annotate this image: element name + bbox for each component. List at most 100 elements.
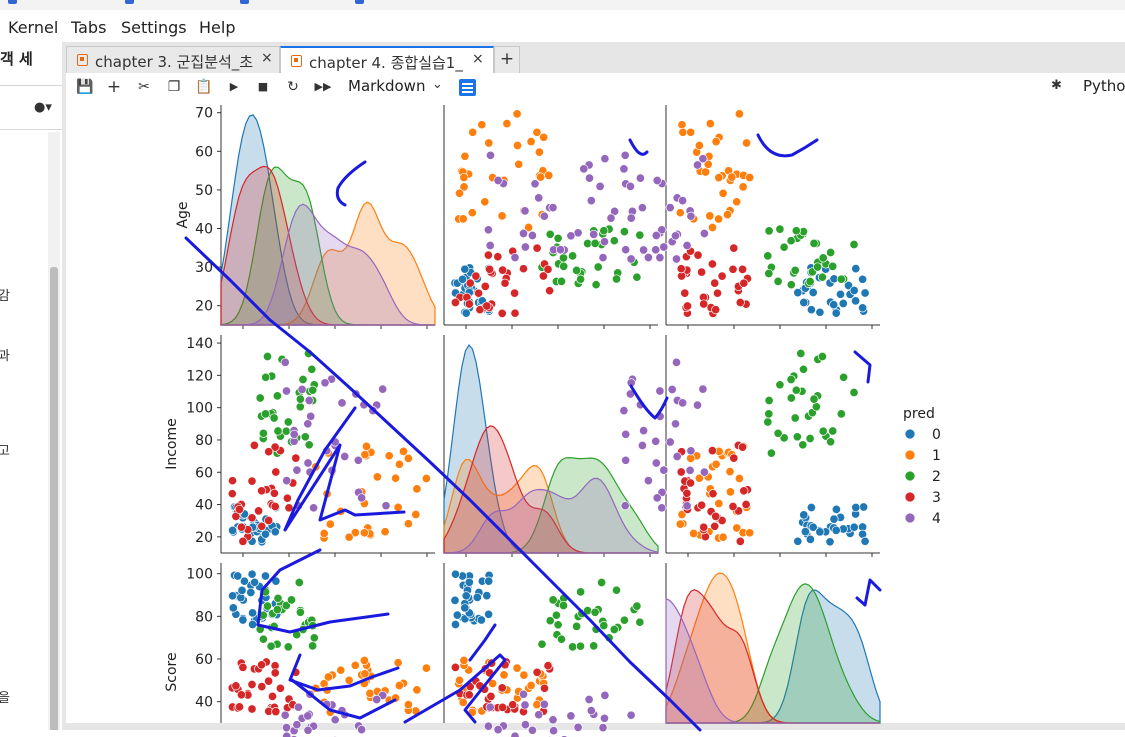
scatter-point [280,357,290,367]
scatter-point [572,621,582,631]
scatter-point [685,478,696,488]
scatter-point [659,465,669,475]
scatter-point [573,722,583,732]
legend-marker [904,512,916,524]
menu-settings[interactable]: Settings [121,18,187,37]
debugger-icon[interactable]: ✱ [1051,78,1062,93]
scatter-point [536,172,546,182]
scatter-point [273,426,283,436]
scatter-point [711,511,721,521]
tag-icon[interactable]: ●▾ [34,100,52,115]
scatter-point [764,226,774,236]
menu-kernel[interactable]: Kernel [8,18,59,37]
bookmark-item[interactable] [125,0,140,5]
cut-icon[interactable]: ✂ [138,79,150,95]
scatter-point [518,689,529,699]
scatter-point [632,272,642,282]
scatter-point [722,210,733,220]
notebook-icon [291,55,302,67]
scatter-point [247,679,257,690]
scatter-point [735,297,745,308]
menu-tabs[interactable]: Tabs [71,18,107,37]
menu-help[interactable]: Help [199,18,236,37]
y-tick-label: 20 [195,530,213,546]
divider [0,129,62,130]
scatter-point [234,504,245,514]
tab-chapter4[interactable]: chapter 4. 종합실습1_ × [280,46,494,73]
scatter-point [330,715,340,725]
scatter-point [764,409,774,419]
scatter-point [697,267,707,277]
stop-icon[interactable]: ■ [257,80,269,93]
scatter-point [303,711,313,721]
y-tick-label: 40 [195,222,213,238]
scatter-point [651,436,661,446]
scatter-point [298,374,308,385]
annotation-stroke [628,138,649,156]
scatter-point [739,278,749,288]
paste-icon[interactable]: 📋 [195,79,213,95]
kernel-name[interactable]: Pytho [1083,77,1125,95]
scatter-point [532,127,542,137]
menubar: Kernel Tabs Settings Help [0,10,1125,43]
scatter-point [643,476,653,486]
property-inspector-icon[interactable] [459,79,476,96]
scatter-point [551,610,561,620]
bookmark-item[interactable] [240,0,255,5]
scatter-point [271,707,281,717]
scatter-point [718,188,728,198]
tab-chapter3[interactable]: chapter 3. 군집분석_초 × [66,46,280,73]
scatter-point [270,668,280,678]
scatter-point [464,577,474,587]
sidebar-text-fragment: 감 [0,289,10,304]
legend-label: 2 [932,469,941,485]
scatter-point [464,299,474,309]
run-icon[interactable]: ▶ [229,80,239,93]
bookmark-item[interactable] [8,0,23,5]
scatter-point [248,608,258,618]
scatter-point [686,211,696,221]
scatter-point [297,384,307,395]
scatter-point [599,237,610,247]
close-icon[interactable]: × [472,51,484,67]
scatter-point [678,127,688,137]
scatter-point [611,274,622,284]
scatter-point [655,386,665,396]
scatter-point [476,615,486,625]
y-tick-label: 100 [186,567,213,583]
scatter-point [711,305,721,315]
add-cell-icon[interactable]: + [106,77,122,97]
sidebar-scrollbar[interactable] [48,132,60,732]
scatter-point [267,691,278,701]
scatter-point [482,591,492,601]
legend-marker [904,491,916,503]
scatter-point [665,437,675,447]
scatter-point [359,528,369,538]
restart-icon[interactable]: ↻ [287,79,299,95]
bookmark-item[interactable] [355,0,370,5]
new-tab-button[interactable]: + [494,46,520,73]
scatter-point [639,426,649,436]
scatter-point [508,700,518,710]
save-icon[interactable]: 💾 [76,79,94,95]
scatter-point [468,127,478,137]
chevron-down-icon[interactable]: ⌄ [432,77,443,92]
scatter-point [843,280,854,291]
scatter-point [304,440,314,450]
scatter-point [611,585,622,595]
y-tick-label: 100 [186,401,213,417]
scatter-point [729,453,739,463]
scatter-point [682,488,692,498]
scrollbar-thumb[interactable] [50,267,58,732]
scatter-point [510,731,520,737]
copy-icon[interactable]: ❐ [167,79,181,95]
scatter-point [714,498,724,509]
scatter-point [665,203,675,213]
scatter-point [655,253,665,263]
scatter-point [323,672,333,682]
close-icon[interactable]: × [261,50,273,66]
run-all-icon[interactable]: ▶▶ [314,80,332,93]
scatter-point [860,536,870,546]
cell-type-select[interactable]: Markdown [348,77,426,95]
scatter-point [643,252,653,263]
